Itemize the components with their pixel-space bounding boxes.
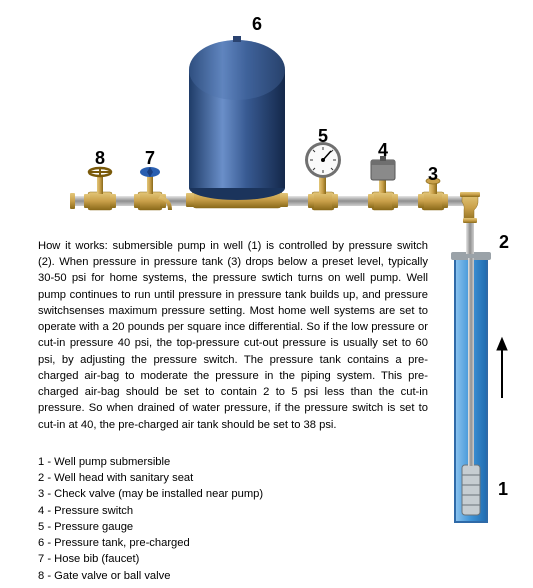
label-2: 2	[499, 232, 509, 253]
elbow-fitting	[462, 194, 478, 222]
pressure-gauge	[305, 142, 341, 210]
label-8: 8	[95, 148, 105, 169]
legend-item: 6 - Pressure tank, pre-charged	[38, 535, 428, 551]
legend-item: 3 - Check valve (may be installed near p…	[38, 486, 428, 502]
pressure-tank	[189, 36, 285, 200]
pressure-switch	[368, 156, 398, 210]
gate-valve	[84, 168, 116, 210]
label-4: 4	[378, 140, 388, 161]
label-3: 3	[428, 164, 438, 185]
legend-item: 2 - Well head with sanitary seat	[38, 470, 428, 486]
label-5: 5	[318, 126, 328, 147]
legend-item: 5 - Pressure gauge	[38, 519, 428, 535]
how-it-works-paragraph: How it works: submersible pump in well (…	[38, 238, 428, 433]
legend-item: 7 - Hose bib (faucet)	[38, 551, 428, 567]
legend-list: 1 - Well pump submersible2 - Well head w…	[38, 454, 428, 584]
label-6: 6	[252, 14, 262, 35]
legend-item: 8 - Gate valve or ball valve	[38, 568, 428, 584]
label-7: 7	[145, 148, 155, 169]
legend-item: 1 - Well pump submersible	[38, 454, 428, 470]
legend-item: 4 - Pressure switch	[38, 503, 428, 519]
flow-arrow	[497, 338, 507, 398]
label-1: 1	[498, 479, 508, 500]
